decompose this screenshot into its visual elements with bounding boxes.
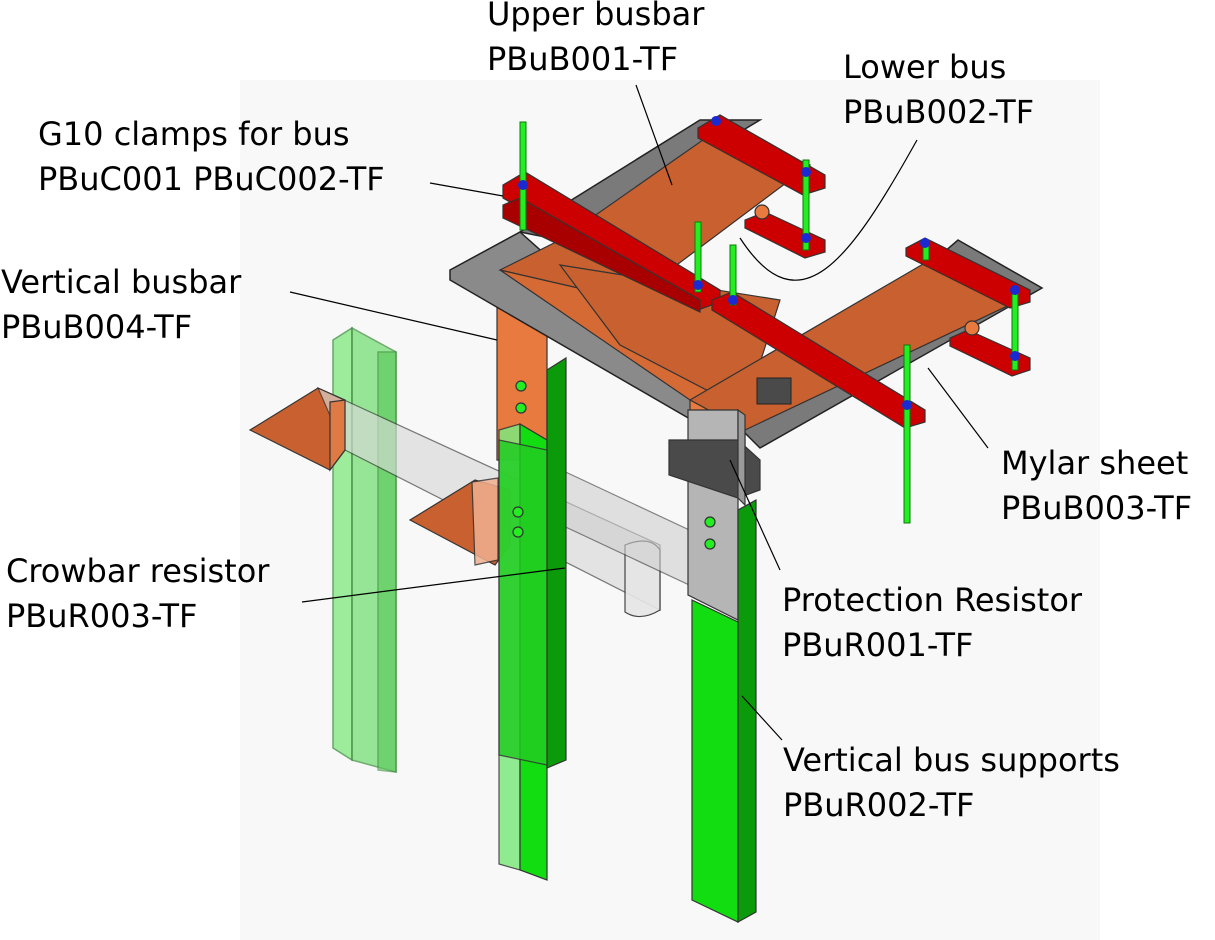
label-mylar-sheet-part: PBuB003-TF	[1001, 489, 1193, 527]
label-lower-bus: Lower bus PBuB002-TF	[843, 45, 1034, 135]
bolt-green	[512, 526, 524, 538]
label-vertical-busbar-part: PBuB004-TF	[1, 308, 193, 346]
label-lower-bus-name: Lower bus	[843, 48, 1007, 86]
nut	[1010, 285, 1020, 295]
leader-upper-busbar	[635, 84, 673, 186]
label-protection-resistor: Protection Resistor PBuR001-TF	[782, 578, 1082, 668]
label-g10-clamps-part: PBuC001 PBuC002-TF	[38, 160, 385, 198]
label-lower-bus-part: PBuB002-TF	[843, 93, 1035, 131]
label-crowbar-resistor-part: PBuR003-TF	[6, 597, 198, 635]
leader-vertical-busbar	[289, 291, 498, 341]
bolt-green	[704, 538, 716, 550]
g10-clamps	[502, 114, 1031, 429]
right-support	[691, 498, 757, 924]
label-vertical-bus-supports-part: PBuR002-TF	[783, 786, 975, 824]
nut	[1010, 351, 1020, 361]
middle-support	[498, 356, 567, 881]
nut	[693, 280, 703, 290]
leader-vertical-bus-supports	[741, 695, 783, 741]
nut	[920, 238, 930, 248]
crowbar-resistor	[248, 386, 701, 618]
threaded-rods	[519, 121, 1019, 524]
leader-g10-clamps	[429, 182, 504, 197]
label-upper-busbar-name: Upper busbar	[487, 0, 705, 33]
label-g10-clamps: G10 clamps for bus PBuC001 PBuC002-TF	[38, 112, 385, 202]
leader-crowbar-resistor	[301, 567, 566, 603]
copper-stud	[964, 320, 980, 336]
leader-mylar-sheet	[927, 367, 989, 449]
bolt-green	[704, 516, 716, 528]
nut	[801, 167, 811, 177]
label-crowbar-resistor-name: Crowbar resistor	[6, 552, 270, 590]
bolt-green	[512, 506, 524, 518]
label-protection-resistor-name: Protection Resistor	[782, 581, 1083, 619]
small-block	[756, 377, 792, 405]
leader-lower-bus	[739, 139, 918, 281]
label-vertical-busbar: Vertical busbar PBuB004-TF	[1, 260, 241, 350]
label-vertical-bus-supports-name: Vertical bus supports	[783, 741, 1120, 779]
label-upper-busbar: Upper busbar PBuB001-TF	[487, 0, 704, 82]
label-g10-clamps-name: G10 clamps for bus	[38, 115, 350, 153]
label-mylar-sheet: Mylar sheet PBuB003-TF	[1001, 441, 1192, 531]
leader-protection-resistor	[729, 459, 781, 571]
label-upper-busbar-part: PBuB001-TF	[487, 40, 679, 78]
copper-stud	[754, 204, 770, 220]
label-protection-resistor-part: PBuR001-TF	[782, 626, 974, 664]
label-vertical-bus-supports: Vertical bus supports PBuR002-TF	[783, 738, 1120, 828]
nut	[902, 400, 912, 410]
nuts	[518, 116, 1020, 410]
label-crowbar-resistor: Crowbar resistor PBuR003-TF	[6, 549, 269, 639]
leader-lines	[289, 84, 989, 741]
nut	[728, 295, 738, 305]
nut	[518, 180, 528, 190]
label-vertical-busbar-name: Vertical busbar	[1, 263, 242, 301]
label-mylar-sheet-name: Mylar sheet	[1001, 444, 1189, 482]
nut	[801, 233, 811, 243]
bolt-green	[515, 380, 527, 392]
bolt-green	[515, 402, 527, 414]
nut	[711, 116, 721, 126]
left-translucent-support	[332, 326, 397, 773]
